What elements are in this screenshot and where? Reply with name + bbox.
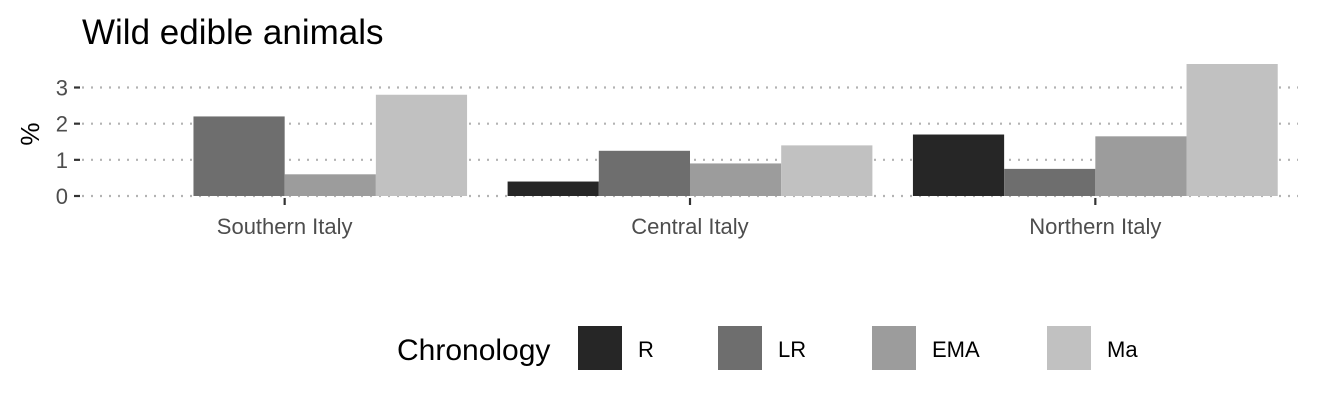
y-tick-label: 3 (56, 76, 68, 101)
bar-r (507, 181, 599, 196)
bar-ema (690, 163, 782, 196)
axes: 0 1 2 3 Southern Italy Central Italy Northern … (56, 76, 1162, 239)
legend-key-lr (718, 326, 762, 370)
y-axis-label: % (15, 122, 45, 145)
legend: Chronology R LR EMA Ma (397, 326, 1138, 370)
y-tick-label: 0 (56, 184, 68, 209)
legend-label-r: R (638, 337, 654, 362)
x-tick-label: Northern Italy (1029, 214, 1161, 239)
bar-ma (1186, 64, 1278, 196)
y-tick-label: 1 (56, 148, 68, 173)
legend-label-lr: LR (778, 337, 806, 362)
legend-key-ma (1047, 326, 1091, 370)
bar-lr (193, 116, 285, 196)
legend-label-ma: Ma (1107, 337, 1138, 362)
bar-ma (781, 145, 873, 196)
x-tick-label: Southern Italy (217, 214, 353, 239)
bar-lr (1004, 168, 1096, 196)
x-tick-label: Central Italy (631, 214, 748, 239)
bar-lr (598, 150, 690, 196)
legend-title: Chronology (397, 334, 550, 367)
chart-title: Wild edible animals (82, 13, 384, 52)
bar-ema (284, 174, 376, 196)
bars (193, 64, 1278, 196)
legend-key-r (578, 326, 622, 370)
y-tick-label: 2 (56, 112, 68, 137)
bar-r (912, 134, 1005, 196)
legend-label-ema: EMA (932, 337, 980, 362)
bar-ema (1095, 136, 1187, 196)
bar-ma (375, 94, 468, 196)
legend-key-ema (872, 326, 916, 370)
